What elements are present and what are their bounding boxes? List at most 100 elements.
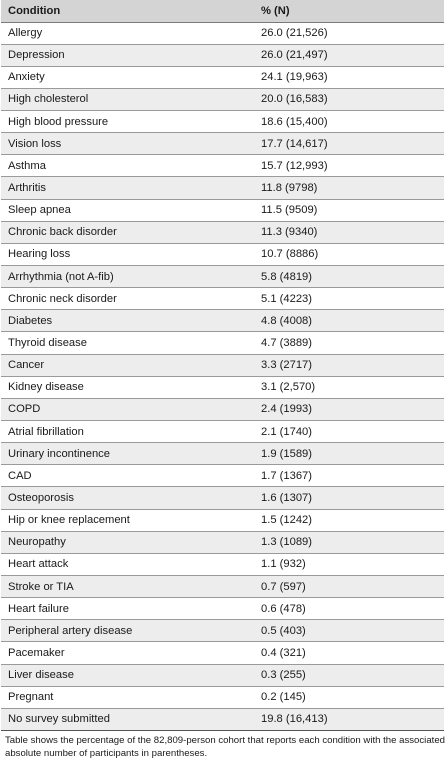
condition-cell: Thyroid disease	[1, 331, 254, 355]
table-row: Kidney disease 3.1 (2,570)	[1, 376, 444, 399]
table-row: CAD 1.7 (1367)	[1, 464, 444, 488]
table-row: Hearing loss 10.7 (8886)	[1, 243, 444, 267]
table-row: Sleep apnea 11.5 (9509)	[1, 199, 444, 222]
table-row: Depression 26.0 (21,497)	[1, 44, 444, 67]
condition-cell: Anxiety	[1, 66, 254, 89]
table-row: Liver disease 0.3 (255)	[1, 664, 444, 687]
condition-cell: COPD	[1, 398, 254, 422]
percent-n-cell: 0.7 (597)	[254, 575, 444, 599]
percent-n-cell: 0.4 (321)	[254, 641, 444, 665]
condition-cell: Kidney disease	[1, 376, 254, 399]
condition-cell: Arthritis	[1, 176, 254, 200]
percent-n-cell: 24.1 (19,963)	[254, 66, 444, 89]
table-row: Heart attack 1.1 (932)	[1, 553, 444, 577]
percent-n-cell: 4.8 (4008)	[254, 309, 444, 333]
condition-cell: Liver disease	[1, 664, 254, 687]
percent-n-cell: 2.4 (1993)	[254, 398, 444, 422]
percent-n-cell: 11.3 (9340)	[254, 221, 444, 244]
percent-n-cell: 1.1 (932)	[254, 553, 444, 577]
percent-n-cell: 26.0 (21,526)	[254, 22, 444, 45]
condition-cell: Osteoporosis	[1, 486, 254, 510]
condition-cell: Stroke or TIA	[1, 575, 254, 599]
percent-n-cell: 0.6 (478)	[254, 597, 444, 621]
percent-n-cell: 20.0 (16,583)	[254, 88, 444, 112]
percent-n-cell: 0.3 (255)	[254, 664, 444, 687]
table-row: Asthma 15.7 (12,993)	[1, 154, 444, 178]
condition-cell: Cancer	[1, 354, 254, 377]
percent-n-cell: 19.8 (16,413)	[254, 708, 444, 732]
percent-n-cell: 2.1 (1740)	[254, 420, 444, 444]
condition-cell: Sleep apnea	[1, 199, 254, 222]
table-row: Hip or knee replacement 1.5 (1242)	[1, 509, 444, 532]
condition-cell: No survey submitted	[1, 708, 254, 732]
table-row: Arthritis 11.8 (9798)	[1, 176, 444, 200]
table-row: Arrhythmia (not A-fib) 5.8 (4819)	[1, 265, 444, 289]
percent-n-cell: 3.3 (2717)	[254, 354, 444, 377]
table-row: Chronic back disorder 11.3 (9340)	[1, 221, 444, 244]
condition-cell: Hip or knee replacement	[1, 509, 254, 532]
percent-n-cell: 5.1 (4223)	[254, 287, 444, 311]
condition-cell: Urinary incontinence	[1, 442, 254, 466]
table-row: Anxiety 24.1 (19,963)	[1, 66, 444, 89]
table-container: Condition % (N) Allergy 26.0 (21,526) Depr…	[1, 0, 447, 760]
table-header: Condition % (N)	[1, 0, 444, 23]
table-row: Allergy 26.0 (21,526)	[1, 22, 444, 45]
percent-n-cell: 15.7 (12,993)	[254, 154, 444, 178]
table-row: Chronic neck disorder 5.1 (4223)	[1, 287, 444, 311]
table-row: High cholesterol 20.0 (16,583)	[1, 88, 444, 112]
percent-n-cell: 1.5 (1242)	[254, 509, 444, 532]
condition-cell: Hearing loss	[1, 243, 254, 267]
table-row: Thyroid disease 4.7 (3889)	[1, 331, 444, 355]
condition-cell: Peripheral artery disease	[1, 619, 254, 643]
condition-cell: Chronic neck disorder	[1, 287, 254, 311]
table-row: Neuropathy 1.3 (1089)	[1, 531, 444, 554]
table-row: High blood pressure 18.6 (15,400)	[1, 110, 444, 134]
condition-cell: Chronic back disorder	[1, 221, 254, 244]
condition-cell: Depression	[1, 44, 254, 67]
percent-n-cell: 17.7 (14,617)	[254, 132, 444, 156]
condition-cell: Allergy	[1, 22, 254, 45]
percent-n-cell: 11.8 (9798)	[254, 176, 444, 200]
table-row: Diabetes 4.8 (4008)	[1, 309, 444, 333]
table-row: Pacemaker 0.4 (321)	[1, 641, 444, 665]
header-condition: Condition	[1, 0, 254, 23]
table-row: Pregnant 0.2 (145)	[1, 686, 444, 709]
table-row: Osteoporosis 1.6 (1307)	[1, 486, 444, 510]
conditions-table: Condition % (N) Allergy 26.0 (21,526) Depr…	[1, 0, 444, 732]
condition-cell: Vision loss	[1, 132, 254, 156]
percent-n-cell: 26.0 (21,497)	[254, 44, 444, 67]
percent-n-cell: 3.1 (2,570)	[254, 376, 444, 399]
table-row: Peripheral artery disease 0.5 (403)	[1, 619, 444, 643]
header-row: Condition % (N)	[1, 0, 444, 23]
condition-cell: CAD	[1, 464, 254, 488]
percent-n-cell: 1.9 (1589)	[254, 442, 444, 466]
percent-n-cell: 18.6 (15,400)	[254, 110, 444, 134]
condition-cell: High cholesterol	[1, 88, 254, 112]
percent-n-cell: 5.8 (4819)	[254, 265, 444, 289]
condition-cell: Neuropathy	[1, 531, 254, 554]
table-row: Cancer 3.3 (2717)	[1, 354, 444, 377]
condition-cell: Diabetes	[1, 309, 254, 333]
table-row: Heart failure 0.6 (478)	[1, 597, 444, 621]
condition-cell: Heart failure	[1, 597, 254, 621]
table-row: COPD 2.4 (1993)	[1, 398, 444, 422]
percent-n-cell: 1.7 (1367)	[254, 464, 444, 488]
table-row: Vision loss 17.7 (14,617)	[1, 132, 444, 156]
table-row: Atrial fibrillation 2.1 (1740)	[1, 420, 444, 444]
table-body: Allergy 26.0 (21,526) Depression 26.0 (21,4…	[1, 22, 444, 732]
percent-n-cell: 4.7 (3889)	[254, 331, 444, 355]
percent-n-cell: 0.5 (403)	[254, 619, 444, 643]
condition-cell: Pacemaker	[1, 641, 254, 665]
percent-n-cell: 10.7 (8886)	[254, 243, 444, 267]
condition-cell: Heart attack	[1, 553, 254, 577]
condition-cell: Asthma	[1, 154, 254, 178]
header-percent-n: % (N)	[254, 0, 444, 23]
condition-cell: Atrial fibrillation	[1, 420, 254, 444]
table-row: Urinary incontinence 1.9 (1589)	[1, 442, 444, 466]
table-footnote: Table shows the percentage of the 82,809…	[5, 735, 445, 759]
percent-n-cell: 0.2 (145)	[254, 686, 444, 709]
percent-n-cell: 1.3 (1089)	[254, 531, 444, 554]
condition-cell: Pregnant	[1, 686, 254, 709]
condition-cell: Arrhythmia (not A-fib)	[1, 265, 254, 289]
condition-cell: High blood pressure	[1, 110, 254, 134]
